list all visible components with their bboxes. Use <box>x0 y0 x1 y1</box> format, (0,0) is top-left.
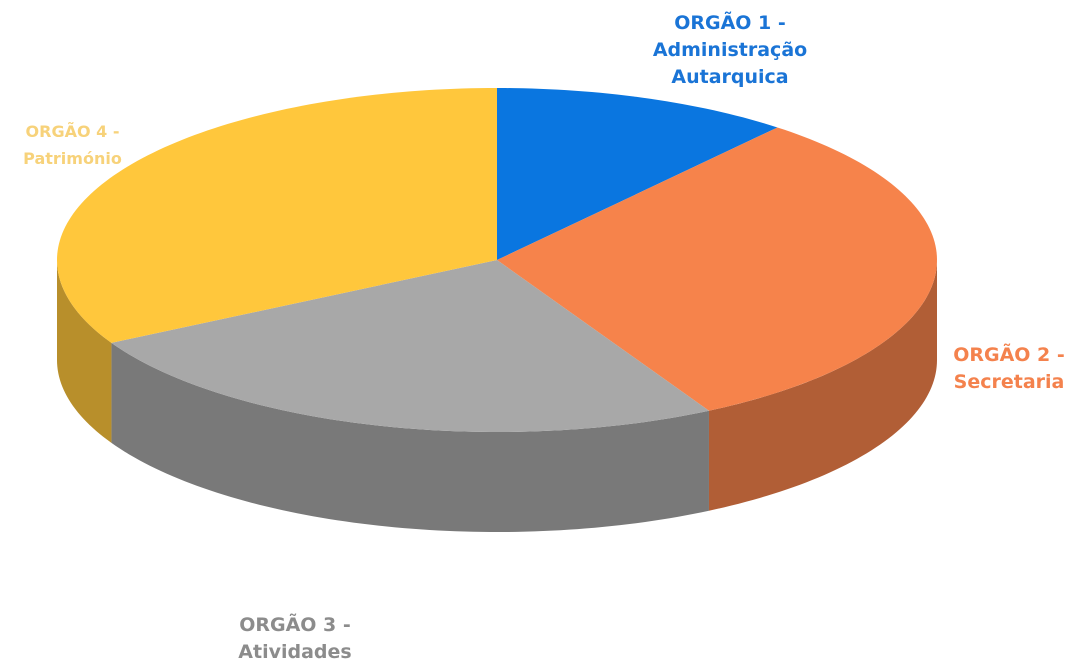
slice-label: ORGÃO 3 - Atividades <box>238 614 352 663</box>
slice-label: ORGÃO 2 - Secretaria <box>953 344 1065 393</box>
slice <box>497 127 937 411</box>
slice-side <box>111 342 709 532</box>
slice-side <box>708 260 937 511</box>
slice <box>111 260 709 432</box>
slice <box>497 88 778 260</box>
slice-label: ORGÃO 1 - Administração Autarquica <box>652 12 808 88</box>
slice <box>57 88 497 343</box>
slice-label: ORGÃO 4 - Património <box>23 122 122 168</box>
slice-side <box>57 260 112 443</box>
